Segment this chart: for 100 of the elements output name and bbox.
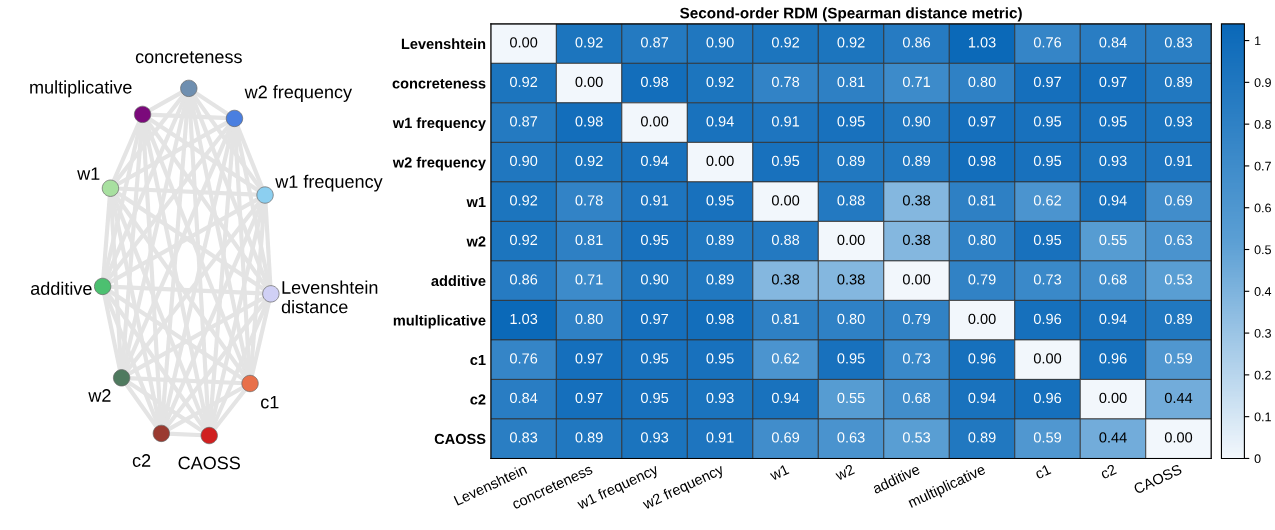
data-label: 0.91	[1164, 155, 1192, 167]
data-label: 0.83	[1164, 37, 1193, 48]
data-label: 0.94	[1099, 313, 1127, 325]
data-label: 0.89	[902, 155, 931, 167]
data-label: 0.53	[902, 432, 931, 443]
y-tick-label: multiplicative	[393, 314, 486, 329]
category-label: additive	[30, 281, 92, 295]
data-label: 0.80	[968, 234, 996, 246]
data-label: 0.92	[575, 155, 603, 167]
color-bar-label: 1	[1255, 36, 1261, 46]
data-label: 0.44	[1099, 432, 1127, 443]
data-label: 0.90	[706, 37, 734, 48]
data-label: 0.59	[1033, 432, 1062, 443]
y-tick-label: w1 frequency	[392, 117, 486, 131]
data-label: 0.92	[837, 37, 865, 48]
data-label: 0.89	[575, 432, 603, 443]
data-label: 0.81	[837, 76, 865, 88]
data-label: 0.55	[1099, 234, 1127, 246]
data-label: 0.88	[771, 234, 800, 246]
data-label: 0.00	[1099, 392, 1127, 404]
data-label: 0.38	[902, 234, 931, 246]
data-label: 0.62	[1033, 195, 1061, 206]
data-label: 0.38	[902, 195, 931, 206]
data-label: 0.95	[640, 392, 669, 404]
data-label: 0.98	[968, 155, 996, 167]
y-tick-label: w2 frequency	[392, 156, 486, 171]
data-label: 0.95	[1033, 116, 1062, 127]
data-label: 0.92	[510, 234, 538, 246]
y-tick-label: c2	[470, 394, 486, 405]
y-tick-label: c1	[470, 354, 486, 366]
y-tick-label: concreteness	[392, 78, 486, 89]
category-label: multiplicative	[30, 80, 132, 98]
data-label: 0.00	[706, 155, 734, 167]
category-label: w1 frequency	[275, 174, 383, 192]
data-label: 0.78	[575, 195, 603, 206]
data-label: 0.93	[640, 432, 669, 443]
data-label: 0.81	[575, 234, 603, 246]
data-label: 0.71	[902, 76, 931, 88]
data-label: 0.95	[1033, 234, 1062, 246]
data-label: 0.44	[1164, 392, 1193, 404]
data-label: 0.90	[640, 274, 669, 285]
data-label: 0.78	[771, 76, 800, 88]
y-tick-label: CAOSS	[434, 433, 486, 445]
data-label: 0.90	[902, 116, 931, 127]
data-label: 0.96	[968, 353, 996, 364]
x-tick-label: c1	[1034, 464, 1052, 480]
data-label: 0.93	[1099, 155, 1127, 167]
data-label: 0.88	[837, 195, 865, 206]
data-label: 0.95	[837, 116, 865, 127]
color-bar-label: 0.4	[1254, 287, 1272, 296]
data-label: 0.90	[510, 155, 538, 167]
data-label: 0.80	[837, 313, 865, 325]
data-label: 0.80	[968, 76, 996, 88]
data-label: 0.92	[771, 37, 800, 48]
data-label: 0.94	[968, 392, 996, 404]
data-label: 0.69	[771, 432, 800, 443]
data-label: 0.87	[510, 116, 538, 127]
y-tick-label: additive	[431, 275, 486, 287]
y-tick-label: w2	[466, 236, 486, 247]
data-label: 0.89	[1164, 76, 1193, 88]
x-tick-label: w1	[768, 464, 790, 481]
x-tick-label: c2	[1099, 463, 1117, 480]
data-label: 0.84	[510, 392, 538, 404]
data-label: 0.63	[837, 432, 865, 443]
data-label: 0.76	[510, 353, 538, 364]
data-label: 0.97	[968, 116, 996, 127]
data-label: 0.94	[1099, 195, 1127, 206]
data-label: 0.95	[771, 155, 800, 167]
data-label: 0.55	[837, 392, 865, 404]
data-label: 0.98	[640, 76, 669, 88]
category-label: c2	[132, 454, 151, 467]
y-tick-label: Levenshtein	[401, 38, 486, 50]
data-label: 0.89	[706, 234, 734, 246]
data-label: 0.96	[1099, 353, 1127, 364]
data-label: 0.83	[510, 432, 538, 443]
data-label: 0.00	[771, 195, 800, 206]
data-label: 0.95	[1033, 155, 1062, 167]
color-bar-label: 0.2	[1254, 370, 1271, 380]
data-label: 0.91	[706, 432, 734, 443]
data-label: 0.86	[510, 274, 538, 285]
data-label: 0.89	[706, 274, 734, 285]
data-label: 0.68	[902, 392, 931, 404]
data-label: 0.00	[1164, 432, 1193, 443]
color-bar-label: 0.8	[1254, 119, 1271, 129]
x-tick-label: w2	[834, 463, 855, 481]
data-label: 0.73	[902, 353, 931, 364]
category-label: w2 frequency	[244, 85, 353, 102]
data-label: 0.92	[510, 76, 538, 88]
data-label: 0.00	[968, 313, 996, 325]
data-label: 0.98	[706, 313, 734, 325]
data-label: 0.00	[1033, 353, 1062, 364]
data-label: 0.63	[1164, 234, 1193, 246]
category-label: concreteness	[135, 51, 242, 64]
data-label: 0.93	[1164, 116, 1193, 127]
data-label: 0.92	[575, 37, 603, 48]
data-label: 0.97	[640, 313, 669, 325]
data-label: 0.38	[837, 274, 865, 285]
data-label: 0.00	[640, 116, 669, 127]
data-label: 0.92	[706, 76, 734, 88]
category-label: w2	[88, 389, 111, 402]
